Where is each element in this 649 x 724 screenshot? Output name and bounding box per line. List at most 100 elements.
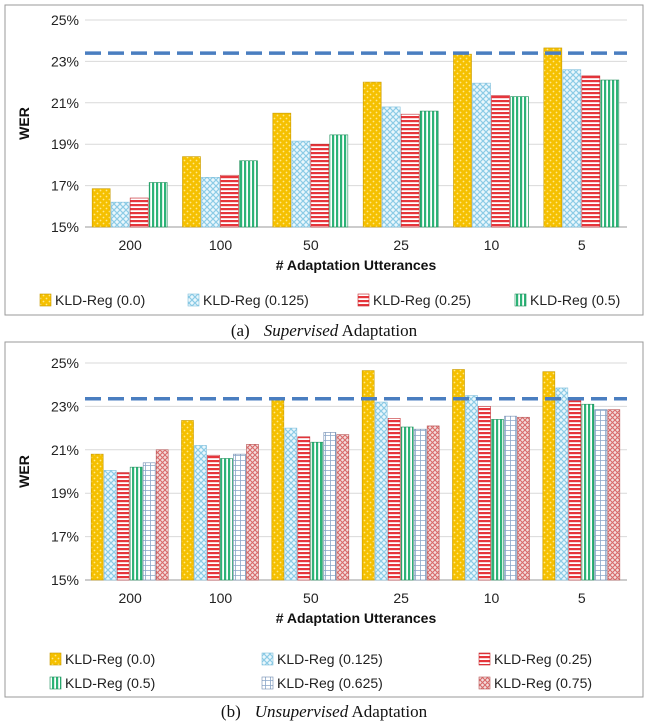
x-tick-label: 200 xyxy=(118,590,142,606)
x-axis-label: # Adaptation Utterances xyxy=(276,610,437,626)
y-tick-label: 25% xyxy=(51,12,79,28)
bar-6-50 xyxy=(336,434,350,581)
y-tick-label: 15% xyxy=(51,572,79,588)
x-tick-label: 5 xyxy=(578,590,586,606)
bar-1-5 xyxy=(543,47,563,228)
y-tick-label: 21% xyxy=(51,442,79,458)
legend-swatch-5 xyxy=(261,676,274,690)
bar-2-200 xyxy=(110,201,130,228)
bar-3-200 xyxy=(116,472,130,581)
bar-4-25 xyxy=(400,426,414,581)
legend-label-2: KLD-Reg (0.125) xyxy=(203,292,309,308)
legend-label-1: KLD-Reg (0.0) xyxy=(55,292,145,308)
bar-5-25 xyxy=(413,428,427,581)
bar-3-100 xyxy=(220,174,239,228)
caption-a: (a) Supervised Adaptation xyxy=(231,321,418,340)
bar-5-5 xyxy=(594,409,608,581)
bar-2-10 xyxy=(472,82,491,228)
x-tick-label: 50 xyxy=(303,590,319,606)
bar-4-50 xyxy=(310,441,324,581)
y-tick-label: 23% xyxy=(51,53,79,69)
legend-label-6: KLD-Reg (0.75) xyxy=(494,675,592,691)
bar-6-200 xyxy=(155,449,169,581)
y-tick-label: 21% xyxy=(51,95,79,111)
bar-1-200 xyxy=(90,453,104,581)
bar-3-5 xyxy=(568,397,582,581)
bar-4-5 xyxy=(600,79,620,228)
y-tick-label: 17% xyxy=(51,529,79,545)
bar-1-25 xyxy=(362,81,382,228)
bar-4-10 xyxy=(491,419,504,581)
x-tick-label: 5 xyxy=(578,237,586,253)
bar-1-50 xyxy=(272,112,292,228)
bar-2-100 xyxy=(201,177,220,228)
bar-6-25 xyxy=(426,425,440,581)
legend-swatch-2 xyxy=(187,293,200,307)
bar-2-25 xyxy=(374,401,388,581)
bar-6-10 xyxy=(517,416,530,581)
bar-2-50 xyxy=(284,427,298,581)
bar-2-50 xyxy=(291,140,311,228)
bar-4-10 xyxy=(510,96,529,228)
bar-2-200 xyxy=(103,470,117,581)
bar-5-50 xyxy=(323,432,337,581)
chart-supervised: 15% 17% 19% 21% 23% 25% 200 100 50 25 10 5 WER # Adap… xyxy=(16,12,627,308)
bar-3-5 xyxy=(581,75,601,228)
y-tick-label: 19% xyxy=(51,485,79,501)
panel-a-frame xyxy=(4,4,644,316)
x-tick-label: 10 xyxy=(484,590,500,606)
bar-4-200 xyxy=(148,182,168,228)
bar-4-50 xyxy=(329,134,349,228)
bar-5-200 xyxy=(142,462,156,581)
bar-1-25 xyxy=(361,370,375,581)
legend-swatch-1 xyxy=(39,293,52,307)
legend-label-2: KLD-Reg (0.125) xyxy=(277,651,383,667)
x-axis-label: # Adaptation Utterances xyxy=(276,257,437,273)
legend-swatch-1 xyxy=(49,652,62,666)
bar-3-25 xyxy=(400,113,420,228)
legend-swatch-2 xyxy=(261,652,274,666)
bar-4-100 xyxy=(220,458,233,581)
bar-3-50 xyxy=(310,143,330,228)
bar-2-5 xyxy=(562,69,582,228)
bar-3-25 xyxy=(387,418,401,581)
x-tick-label: 100 xyxy=(209,237,233,253)
y-tick-label: 15% xyxy=(51,219,79,235)
legend-label-3: KLD-Reg (0.25) xyxy=(373,292,471,308)
bar-1-10 xyxy=(452,369,465,581)
bar-3-200 xyxy=(129,197,149,228)
bar-1-5 xyxy=(542,371,556,581)
x-tick-label: 100 xyxy=(209,590,233,606)
bar-4-5 xyxy=(581,403,595,581)
bar-1-50 xyxy=(271,397,285,581)
legend-swatch-4 xyxy=(514,293,527,307)
x-tick-label: 10 xyxy=(484,237,500,253)
bar-2-25 xyxy=(381,106,401,228)
x-tick-label: 200 xyxy=(118,237,142,253)
legend-label-5: KLD-Reg (0.625) xyxy=(277,675,383,691)
legend-swatch-6 xyxy=(478,676,491,690)
caption-b: (b) Unsupervised Adaptation xyxy=(221,702,428,721)
legend-swatch-4 xyxy=(49,676,62,690)
x-tick-label: 25 xyxy=(393,590,409,606)
legend-label-3: KLD-Reg (0.25) xyxy=(494,651,592,667)
bar-5-100 xyxy=(233,453,246,581)
bar-2-100 xyxy=(194,445,207,581)
bar-2-5 xyxy=(555,387,569,581)
bar-4-25 xyxy=(419,110,439,228)
legend-swatch-3 xyxy=(357,293,370,307)
y-axis-label: WER xyxy=(16,455,32,488)
bar-1-100 xyxy=(182,156,201,228)
bar-6-100 xyxy=(246,444,259,581)
y-tick-label: 19% xyxy=(51,136,79,152)
bar-4-100 xyxy=(239,160,258,228)
y-tick-label: 17% xyxy=(51,178,79,194)
bar-5-10 xyxy=(504,415,517,581)
panel-b-frame xyxy=(4,341,644,698)
y-tick-label: 25% xyxy=(51,355,79,371)
chart-unsupervised: 15% 17% 19% 21% 23% 25% 200 100 50 25 10 5 WER # Adap… xyxy=(16,355,627,691)
legend-swatch-3 xyxy=(478,652,491,666)
y-tick-label: 23% xyxy=(51,398,79,414)
